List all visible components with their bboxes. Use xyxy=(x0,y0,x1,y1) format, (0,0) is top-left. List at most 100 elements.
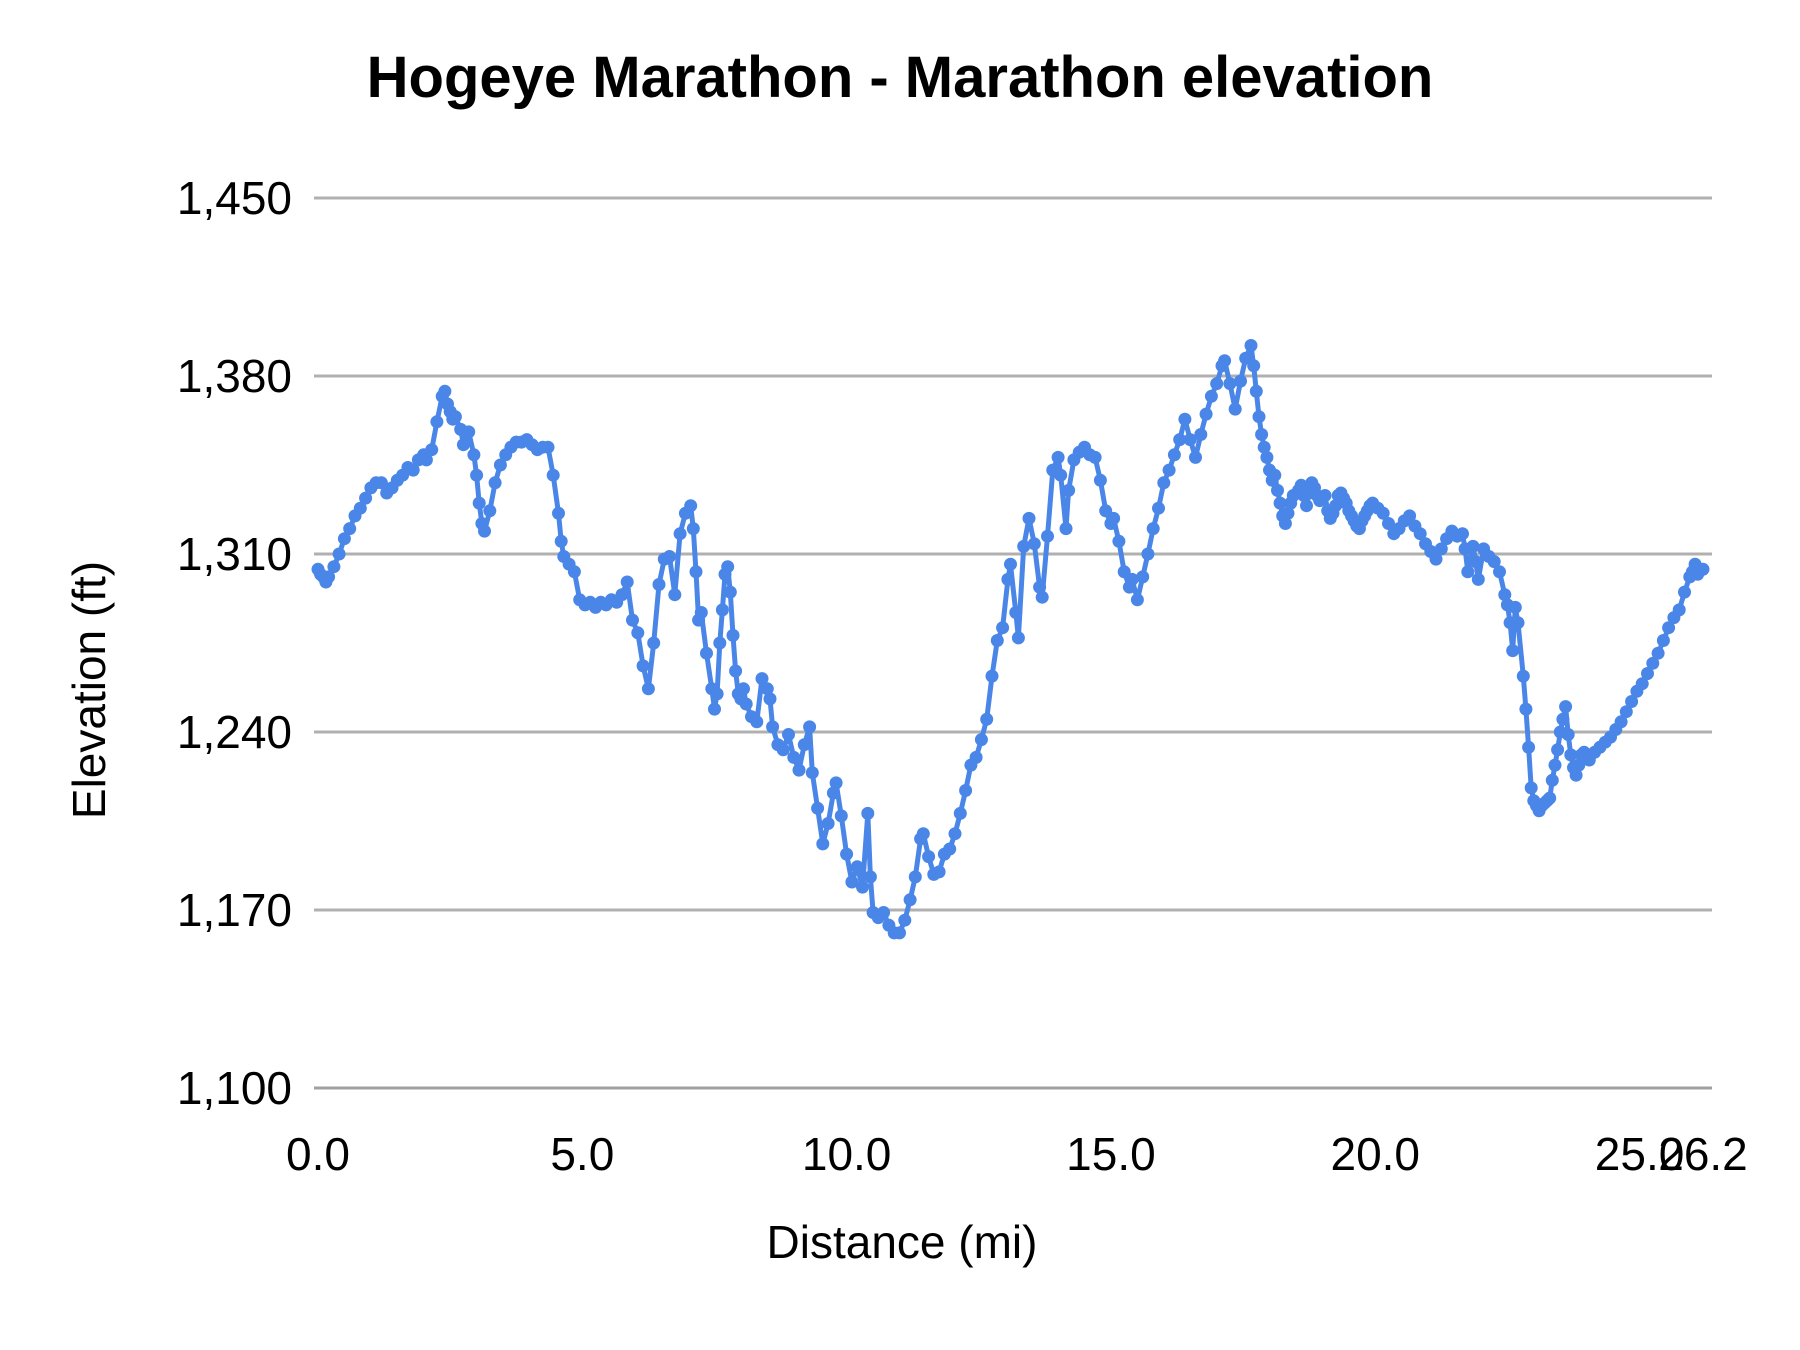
data-point-marker[interactable] xyxy=(1268,468,1282,482)
data-point-marker[interactable] xyxy=(456,438,470,452)
data-point-marker[interactable] xyxy=(359,491,373,505)
data-point-marker[interactable] xyxy=(1194,428,1208,441)
data-point-marker[interactable] xyxy=(1572,758,1586,772)
data-point-marker[interactable] xyxy=(1178,412,1192,426)
data-point-marker[interactable] xyxy=(1223,377,1237,391)
data-point-marker[interactable] xyxy=(826,786,840,800)
data-point-marker[interactable] xyxy=(787,750,801,764)
data-point-marker[interactable] xyxy=(1651,646,1665,660)
data-point-marker[interactable] xyxy=(343,522,357,536)
data-point-marker[interactable] xyxy=(337,532,351,546)
data-point-marker[interactable] xyxy=(1162,463,1176,477)
data-point-marker[interactable] xyxy=(1210,377,1224,391)
data-point-marker[interactable] xyxy=(425,443,439,457)
data-point-marker[interactable] xyxy=(1093,473,1107,487)
data-point-marker[interactable] xyxy=(829,776,843,790)
data-point-marker[interactable] xyxy=(1413,527,1427,541)
data-point-marker[interactable] xyxy=(374,476,388,490)
data-point-marker[interactable] xyxy=(739,697,753,711)
data-point-marker[interactable] xyxy=(567,565,581,579)
data-point-marker[interactable] xyxy=(1548,758,1562,772)
data-point-marker[interactable] xyxy=(430,415,444,429)
data-point-marker[interactable] xyxy=(470,468,484,482)
data-point-marker[interactable] xyxy=(974,733,988,747)
data-point-marker[interactable] xyxy=(483,504,497,518)
data-point-marker[interactable] xyxy=(1434,542,1448,556)
data-point-marker[interactable] xyxy=(647,636,661,650)
data-point-marker[interactable] xyxy=(1183,433,1197,447)
data-point-marker[interactable] xyxy=(1524,781,1538,795)
data-point-marker[interactable] xyxy=(1260,450,1274,464)
data-point-marker[interactable] xyxy=(1107,511,1121,525)
data-point-marker[interactable] xyxy=(689,565,703,579)
data-point-marker[interactable] xyxy=(1318,489,1332,502)
data-point-marker[interactable] xyxy=(462,425,476,439)
data-point-marker[interactable] xyxy=(845,875,859,889)
data-point-marker[interactable] xyxy=(1152,501,1165,515)
data-point-marker[interactable] xyxy=(620,575,634,589)
data-point-marker[interactable] xyxy=(1027,537,1041,551)
data-point-marker[interactable] xyxy=(1167,448,1181,462)
data-point-marker[interactable] xyxy=(541,440,555,454)
data-point-marker[interactable] xyxy=(723,585,737,599)
data-point-marker[interactable] xyxy=(1204,389,1218,403)
data-point-marker[interactable] xyxy=(1257,440,1271,454)
data-point-marker[interactable] xyxy=(1456,527,1469,541)
data-point-marker[interactable] xyxy=(953,806,967,820)
data-point-marker[interactable] xyxy=(1271,483,1284,497)
data-point-marker[interactable] xyxy=(1511,616,1525,630)
data-point-marker[interactable] xyxy=(782,728,795,741)
data-point-marker[interactable] xyxy=(1001,572,1015,586)
data-point-marker[interactable] xyxy=(1662,621,1676,635)
series-line[interactable] xyxy=(315,343,1706,936)
data-point-marker[interactable] xyxy=(877,906,891,919)
data-point-marker[interactable] xyxy=(797,738,811,752)
data-point-marker[interactable] xyxy=(1461,565,1475,579)
data-point-marker[interactable] xyxy=(1218,354,1232,368)
data-point-marker[interactable] xyxy=(916,827,930,841)
data-point-marker[interactable] xyxy=(792,763,806,777)
data-point-marker[interactable] xyxy=(1112,534,1126,548)
data-point-marker[interactable] xyxy=(729,664,743,678)
data-point-marker[interactable] xyxy=(856,880,869,894)
data-point-marker[interactable] xyxy=(898,913,912,927)
data-point-marker[interactable] xyxy=(419,453,433,467)
data-point-marker[interactable] xyxy=(1506,644,1520,658)
data-point-marker[interactable] xyxy=(1471,572,1485,586)
data-point-marker[interactable] xyxy=(980,712,994,726)
data-point-marker[interactable] xyxy=(1173,433,1187,447)
data-point-marker[interactable] xyxy=(1614,715,1628,729)
series-point-markers[interactable] xyxy=(311,339,1710,940)
elevation-line-series[interactable] xyxy=(311,339,1710,940)
data-point-marker[interactable] xyxy=(1281,506,1295,520)
data-point-marker[interactable] xyxy=(1559,700,1573,714)
data-point-marker[interactable] xyxy=(755,672,769,686)
data-point-marker[interactable] xyxy=(493,458,507,472)
data-point-marker[interactable] xyxy=(1294,478,1308,492)
data-point-marker[interactable] xyxy=(721,560,735,574)
data-point-marker[interactable] xyxy=(668,588,682,602)
data-point-marker[interactable] xyxy=(1041,529,1054,543)
data-point-marker[interactable] xyxy=(715,603,729,617)
data-point-marker[interactable] xyxy=(948,827,962,841)
data-point-marker[interactable] xyxy=(1051,450,1065,464)
data-point-marker[interactable] xyxy=(1493,565,1506,579)
data-point-marker[interactable] xyxy=(641,682,655,696)
data-point-marker[interactable] xyxy=(1672,603,1686,617)
data-point-marker[interactable] xyxy=(1273,496,1287,510)
data-point-marker[interactable] xyxy=(766,720,780,734)
data-point-marker[interactable] xyxy=(922,850,936,864)
data-point-marker[interactable] xyxy=(1429,552,1443,566)
data-point-marker[interactable] xyxy=(1255,428,1269,441)
data-point-marker[interactable] xyxy=(1641,667,1654,680)
data-point-marker[interactable] xyxy=(1619,705,1633,719)
data-point-marker[interactable] xyxy=(1011,631,1025,645)
data-point-marker[interactable] xyxy=(663,550,676,563)
data-point-marker[interactable] xyxy=(803,720,817,734)
data-point-marker[interactable] xyxy=(990,634,1004,647)
data-point-marker[interactable] xyxy=(1556,712,1570,726)
data-point-marker[interactable] xyxy=(1125,572,1139,586)
data-point-marker[interactable] xyxy=(1054,468,1068,482)
data-point-marker[interactable] xyxy=(631,626,645,640)
data-point-marker[interactable] xyxy=(1022,511,1036,525)
